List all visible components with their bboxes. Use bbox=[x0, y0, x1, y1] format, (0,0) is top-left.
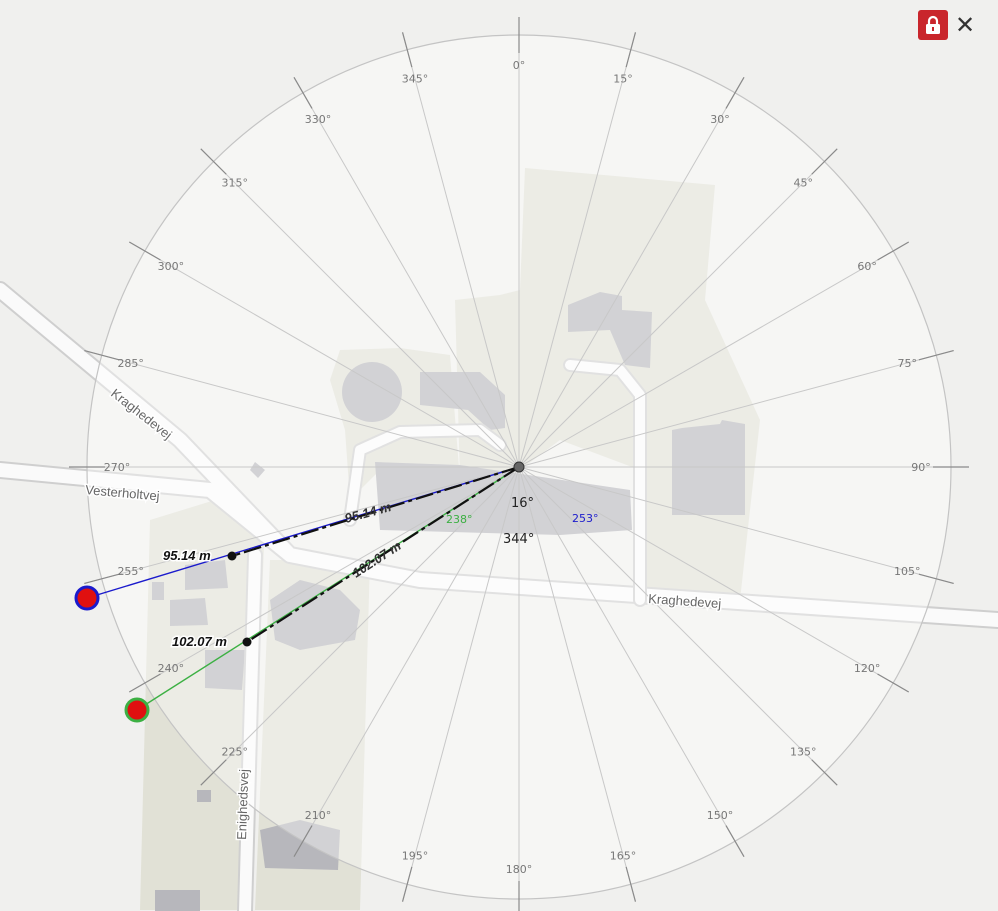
toolbar: ✕ bbox=[918, 10, 976, 40]
lock-icon bbox=[926, 15, 940, 34]
compass-label: 165° bbox=[610, 849, 637, 862]
compass-tick bbox=[128, 673, 161, 693]
center-angle-top: 16° bbox=[511, 496, 534, 511]
compass-ray bbox=[518, 77, 745, 468]
compass-label: 30° bbox=[710, 113, 730, 126]
compass-ray bbox=[84, 466, 520, 584]
center-angle-bottom: 344° bbox=[503, 532, 534, 547]
compass-label: 45° bbox=[794, 177, 814, 190]
compass-label: 0° bbox=[513, 59, 526, 72]
compass-ray bbox=[518, 466, 745, 857]
compass-label: 180° bbox=[506, 863, 533, 876]
compass-label: 240° bbox=[158, 662, 185, 675]
measure-dash-green bbox=[246, 466, 520, 643]
lock-button[interactable] bbox=[918, 10, 948, 40]
compass-rose: 0° 15° 30° 45° 60° 75° 90° 105° 120° 135° 150° 165°… bbox=[69, 17, 969, 911]
compass-tick bbox=[811, 759, 838, 786]
measure-point-blue[interactable] bbox=[227, 551, 237, 561]
compass-ray bbox=[518, 350, 954, 468]
compass-label: 345° bbox=[402, 73, 429, 86]
compass-label: 120° bbox=[854, 662, 881, 675]
compass-tick bbox=[401, 32, 413, 68]
compass-label: 195° bbox=[402, 849, 429, 862]
compass-label: 105° bbox=[894, 565, 921, 578]
street-label-kraghedevej-east: Kraghedevej bbox=[648, 591, 722, 611]
compass-ray bbox=[293, 77, 520, 468]
distance-label-green: 102.07 m bbox=[172, 634, 227, 649]
compass-label: 90° bbox=[911, 461, 931, 474]
compass-label: 15° bbox=[613, 73, 633, 86]
compass-label: 150° bbox=[707, 809, 734, 822]
compass-ray bbox=[84, 350, 520, 468]
compass-label: 60° bbox=[857, 260, 877, 273]
compass-tick bbox=[877, 673, 910, 693]
compass-tick bbox=[84, 349, 120, 361]
compass-ray bbox=[402, 466, 520, 902]
compass-ray bbox=[200, 466, 520, 786]
compass-ray bbox=[129, 466, 520, 693]
compass-tick bbox=[918, 349, 954, 361]
compass-ray bbox=[200, 148, 520, 468]
compass-ray bbox=[129, 241, 520, 468]
compass-tick bbox=[625, 866, 637, 902]
street-label-enighedsvej: Enighedsvej bbox=[234, 769, 251, 840]
measure-handle-green[interactable] bbox=[124, 697, 150, 723]
compass-label: 135° bbox=[790, 745, 817, 758]
compass-label: 270° bbox=[104, 461, 131, 474]
compass-tick bbox=[293, 825, 313, 858]
compass-ray bbox=[518, 148, 838, 468]
compass-label: 285° bbox=[117, 357, 144, 370]
compass-label: 225° bbox=[221, 745, 248, 758]
measure-handle-blue[interactable] bbox=[74, 585, 100, 611]
distance-label-blue: 95.14 m bbox=[163, 548, 211, 563]
compass-ray bbox=[518, 466, 954, 584]
compass-ray bbox=[518, 32, 636, 468]
compass-label: 210° bbox=[305, 809, 332, 822]
compass-ray bbox=[518, 466, 636, 902]
compass-tick bbox=[725, 825, 745, 858]
compass-tick bbox=[200, 148, 227, 175]
compass-tick bbox=[84, 573, 120, 585]
compass-ray bbox=[293, 466, 520, 857]
compass-tick bbox=[401, 866, 413, 902]
bearing-label-blue: 253° bbox=[572, 512, 599, 525]
measure-point-green[interactable] bbox=[242, 637, 252, 647]
compass-tick bbox=[811, 148, 838, 175]
center-point[interactable] bbox=[513, 461, 525, 473]
compass-tick bbox=[918, 573, 954, 585]
measure-dash-blue bbox=[231, 465, 520, 558]
compass-ray bbox=[402, 32, 520, 468]
compass-ray bbox=[518, 466, 909, 693]
compass-label: 255° bbox=[117, 565, 144, 578]
bearing-label-green: 238° bbox=[446, 513, 473, 526]
compass-label: 300° bbox=[158, 260, 185, 273]
compass-label: 75° bbox=[898, 357, 918, 370]
close-button[interactable]: ✕ bbox=[954, 11, 976, 39]
compass-label: 315° bbox=[221, 177, 248, 190]
compass-ray bbox=[518, 241, 909, 468]
compass-tick bbox=[625, 32, 637, 68]
compass-tick bbox=[200, 759, 227, 786]
compass-tick bbox=[128, 241, 161, 261]
compass-tick bbox=[877, 241, 910, 261]
compass-ray bbox=[518, 466, 838, 786]
compass-tick bbox=[725, 76, 745, 109]
compass-label: 330° bbox=[305, 113, 332, 126]
compass-tick bbox=[293, 76, 313, 109]
